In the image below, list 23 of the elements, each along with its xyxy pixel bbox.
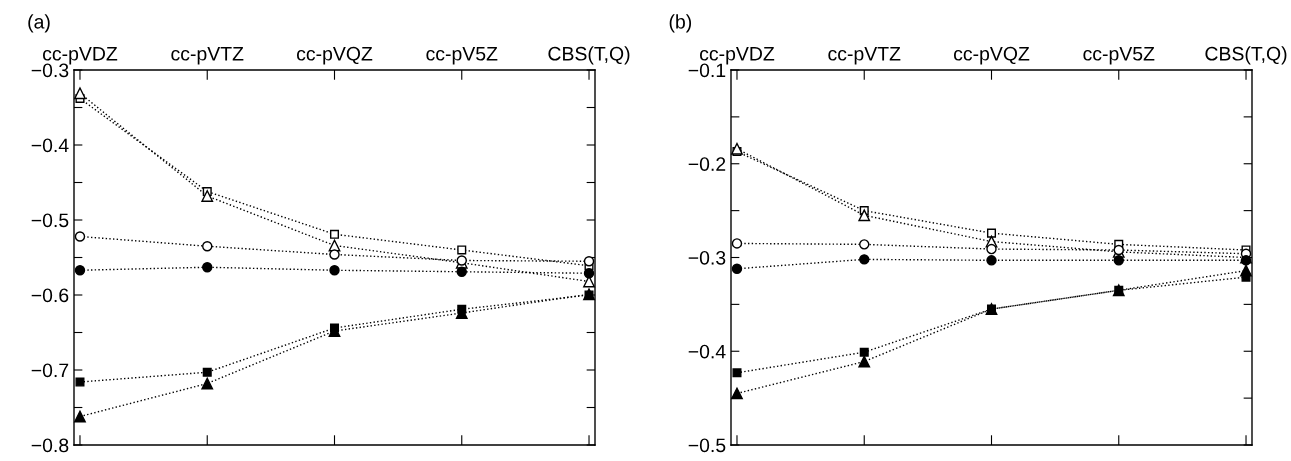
x-tick-label: cc-pVDZ [43, 47, 118, 65]
x-tick-label: cc-pV5Z [1083, 47, 1155, 65]
y-tick-label: −0.7 [31, 363, 69, 378]
y-tick-label: −0.4 [688, 344, 726, 359]
y-tick-label: −0.5 [688, 438, 726, 453]
y-tick-label: −0.5 [31, 213, 69, 228]
x-tick-label: cc-pVQZ [296, 46, 373, 65]
y-tick-label: −0.4 [31, 138, 69, 153]
x-tick-label: cc-pVDZ [700, 47, 775, 65]
x-tick-label: CBS(T,Q) [548, 46, 630, 65]
chart-title: (b) [669, 14, 692, 33]
y-tick-label: −0.1 [688, 63, 726, 78]
x-tick-label: CBS(T,Q) [1205, 46, 1287, 65]
y-tick-label: −0.2 [688, 157, 726, 171]
y-tick-label: −0.3 [31, 63, 69, 78]
x-tick-label: cc-pVTZ [828, 47, 901, 65]
x-tick-label: cc-pV5Z [426, 47, 498, 65]
y-tick-label: −0.8 [31, 438, 69, 453]
x-tick-label: cc-pVQZ [953, 46, 1030, 65]
x-tick-label: cc-pVTZ [171, 47, 244, 65]
y-tick-label: −0.3 [688, 250, 726, 265]
y-tick-label: −0.6 [31, 288, 69, 303]
chart-title: (a) [28, 14, 50, 33]
